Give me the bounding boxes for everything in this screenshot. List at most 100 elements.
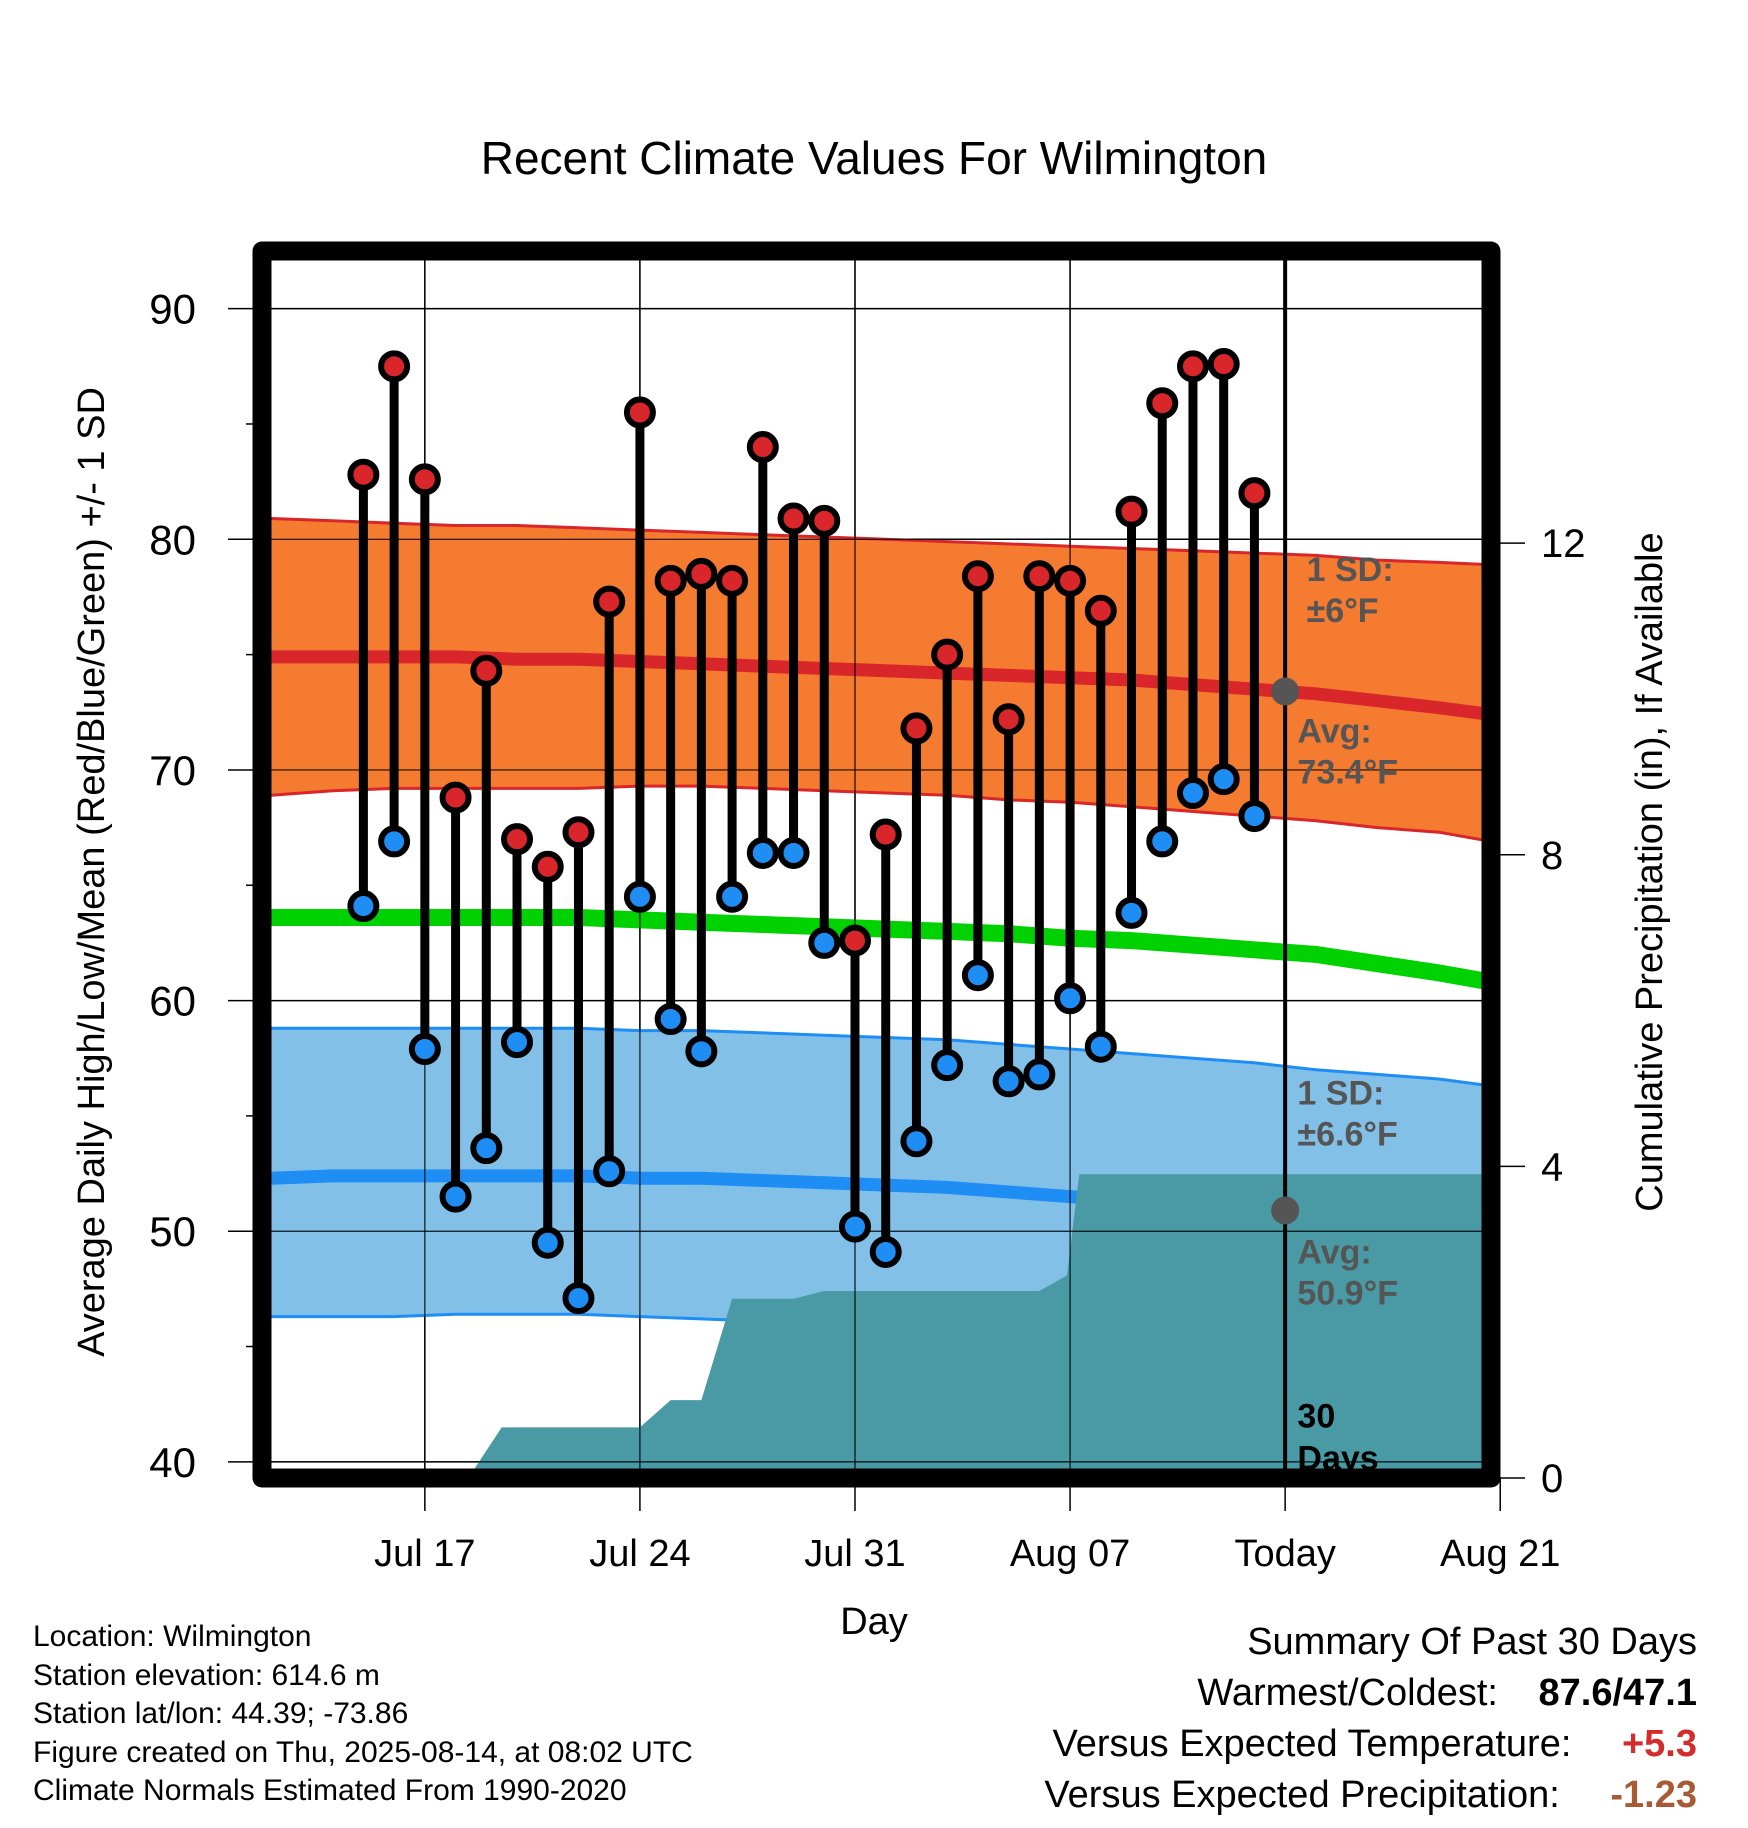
daily-range — [931, 638, 964, 1082]
daily-high-point — [1207, 348, 1240, 381]
daily-low-point — [992, 1065, 1025, 1098]
x-axis-label: Day — [840, 1601, 908, 1643]
daily-range — [562, 816, 595, 1315]
daily-low-point — [1084, 1030, 1117, 1063]
y-tick-label: 90 — [149, 286, 196, 333]
daily-range — [992, 703, 1025, 1098]
daily-high-point — [501, 823, 534, 856]
daily-high-point — [408, 463, 441, 496]
daily-high-point — [623, 396, 656, 429]
daily-high-point — [808, 504, 841, 537]
normals-text: Climate Normals Estimated From 1990-2020 — [33, 1774, 627, 1807]
y2-tick-label: 8 — [1541, 834, 1563, 878]
daily-range — [869, 818, 902, 1268]
x-tick-label: Aug 07 — [1010, 1533, 1130, 1575]
warm-cold-label: Warmest/Coldest: — [1197, 1672, 1498, 1714]
daily-low-point — [439, 1180, 472, 1213]
plot-area: 1 SD: ±6°F Avg: 73.4°F 1 SD: ±6.6°F Avg: 50.9°F… — [262, 251, 1491, 1478]
daily-low-point — [562, 1282, 595, 1315]
daily-high-point — [992, 703, 1025, 736]
daily-high-point — [1176, 350, 1209, 383]
daily-high-point — [654, 564, 687, 597]
location-text: Location: Wilmington — [33, 1620, 312, 1653]
daily-low-point — [1115, 896, 1148, 929]
daily-range — [347, 458, 380, 923]
high-lower-line — [271, 784, 1491, 843]
daily-low-point — [808, 926, 841, 959]
daily-high-point — [562, 816, 595, 849]
latlon-text: Station lat/lon: 44.39; -73.86 — [33, 1697, 409, 1730]
x-tick-label: Jul 17 — [374, 1533, 475, 1575]
elevation-text: Station elevation: 614.6 m — [33, 1658, 380, 1692]
daily-low-point — [1207, 763, 1240, 796]
daily-range — [439, 781, 472, 1213]
daily-range — [961, 560, 994, 992]
daily-range — [623, 396, 656, 913]
daily-high-point — [777, 502, 810, 535]
high-sd-annotation: 1 SD: ±6°F — [1307, 551, 1394, 630]
y-axis-label: Average Daily High/Low/Mean (Red/Blue/Gr… — [71, 387, 113, 1357]
daily-low-point — [623, 880, 656, 913]
daily-low-point — [1146, 825, 1179, 858]
precip-value: -1.23 — [1610, 1774, 1697, 1816]
daily-high-point — [1238, 477, 1271, 510]
x-tick-label: Jul 24 — [589, 1533, 690, 1575]
y2-axis-label: Cumulative Precipitation (in), If Availa… — [1629, 532, 1671, 1211]
daily-low-point — [501, 1026, 534, 1059]
temp-label: Versus Expected Temperature: — [1052, 1723, 1572, 1765]
daily-range — [1084, 594, 1117, 1063]
chart-title: Recent Climate Values For Wilmington — [481, 132, 1268, 184]
low-avg-marker — [1271, 1196, 1300, 1225]
daily-low-point — [961, 959, 994, 992]
daily-high-point — [1054, 564, 1087, 597]
daily-low-point — [1023, 1058, 1056, 1091]
daily-range — [378, 350, 411, 858]
daily-high-point — [961, 560, 994, 593]
summary-title: Summary Of Past 30 Days — [1247, 1621, 1697, 1663]
summary-panel: Summary Of Past 30 Days Warmest/Coldest:… — [1044, 1617, 1697, 1821]
daily-low-point — [869, 1235, 902, 1268]
y2-tick-label: 12 — [1541, 522, 1586, 566]
daily-range — [470, 654, 503, 1165]
daily-high-point — [716, 564, 749, 597]
daily-range — [1238, 477, 1271, 833]
daily-range — [501, 823, 534, 1059]
plot-frame — [252, 241, 1501, 1488]
x-tick-label: Today — [1234, 1533, 1335, 1575]
daily-low-point — [378, 825, 411, 858]
daily-low-point — [531, 1226, 564, 1259]
y2-tick-label: 0 — [1541, 1457, 1563, 1501]
y-tick-label: 80 — [149, 516, 196, 563]
daily-low-point — [1238, 800, 1271, 833]
high-avg-annotation: Avg: 73.4°F — [1297, 712, 1398, 791]
daily-range — [1054, 564, 1087, 1015]
daily-high-point — [531, 850, 564, 883]
high-avg-marker — [1271, 677, 1300, 706]
precip-row: Versus Expected Precipitation: -1.23 — [1044, 1770, 1697, 1821]
temp-row: Versus Expected Temperature: +5.3 — [1044, 1719, 1697, 1770]
y2-tick-label: 4 — [1541, 1145, 1563, 1189]
daily-high-point — [869, 818, 902, 851]
created-text: Figure created on Thu, 2025-08-14, at 08… — [33, 1735, 693, 1769]
daily-high-point — [378, 350, 411, 383]
y-tick-label: 40 — [149, 1439, 196, 1486]
daily-range — [1023, 560, 1056, 1091]
daily-low-point — [1176, 777, 1209, 810]
daily-high-point — [593, 585, 626, 618]
daily-high-point — [746, 431, 779, 464]
daily-low-point — [746, 836, 779, 869]
daily-low-point — [900, 1125, 933, 1158]
y-tick-label: 50 — [149, 1208, 196, 1255]
daily-high-point — [470, 654, 503, 687]
daily-range — [1176, 350, 1209, 810]
y-tick-label: 70 — [149, 747, 196, 794]
daily-high-point — [1146, 387, 1179, 420]
daily-high-point — [685, 557, 718, 590]
daily-range — [716, 564, 749, 913]
daily-range — [593, 585, 626, 1188]
daily-high-point — [347, 458, 380, 491]
daily-low-point — [347, 890, 380, 923]
y-tick-label: 60 — [149, 978, 196, 1025]
low-sd-annotation: 1 SD: ±6.6°F — [1297, 1074, 1397, 1153]
